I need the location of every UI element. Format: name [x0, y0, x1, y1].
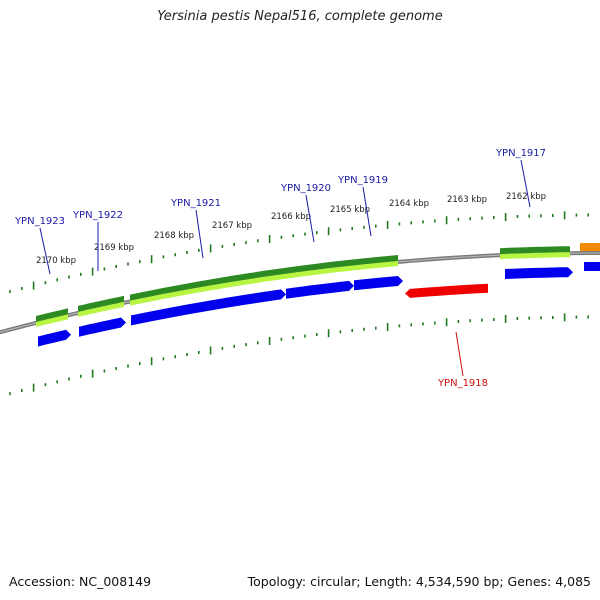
scale-label: 2166 kbp	[271, 212, 311, 222]
scale-labels: 2170 kbp 2169 kbp 2168 kbp 2167 kbp 2166 kbp…	[36, 192, 546, 266]
scale-label: 2170 kbp	[36, 256, 76, 266]
gene-labels[interactable]: YPN_1923 YPN_1922 YPN_1921 YPN_1920 YPN_1919…	[14, 148, 546, 389]
forward-gene-arrow[interactable]	[79, 317, 126, 337]
cds-light-bar[interactable]	[130, 261, 398, 306]
feature-layer[interactable]	[36, 243, 600, 347]
gene-label[interactable]: YPN_1917	[495, 148, 546, 159]
scale-ticks-reverse	[9, 313, 590, 396]
cds-light-bar[interactable]	[78, 301, 124, 317]
gene-leader-line	[455, 331, 464, 377]
forward-gene-arrow[interactable]	[354, 276, 403, 291]
cds-dark-bar[interactable]	[36, 308, 68, 322]
gene-label[interactable]: YPN_1918	[437, 378, 488, 389]
forward-gene-arrow[interactable]	[505, 267, 573, 279]
cds-dark-bar[interactable]	[78, 295, 124, 312]
scale-ticks-forward	[9, 211, 590, 294]
gene-leader-line	[362, 186, 372, 237]
gene-leader-line	[195, 209, 204, 259]
forward-gene-arrow[interactable]	[131, 289, 286, 326]
gene-label[interactable]: YPN_1922	[72, 210, 123, 221]
scale-label: 2168 kbp	[154, 231, 194, 241]
scale-label: 2162 kbp	[506, 192, 546, 202]
cds-light-bar[interactable]	[36, 314, 68, 327]
map-title: Yersinia pestis Nepal516, complete genom…	[157, 9, 443, 24]
forward-gene-arrow[interactable]	[38, 329, 71, 347]
scale-label: 2167 kbp	[212, 221, 252, 231]
reverse-gene-arrow[interactable]	[405, 283, 488, 298]
scale-label: 2164 kbp	[389, 199, 429, 209]
forward-gene-arrow[interactable]	[584, 262, 600, 272]
scale-label: 2163 kbp	[447, 195, 487, 205]
gene-label[interactable]: YPN_1923	[14, 216, 65, 227]
cds-dark-bar[interactable]	[130, 255, 398, 301]
cds-dark-bar[interactable]	[500, 246, 570, 255]
gene-label[interactable]: YPN_1921	[170, 198, 221, 209]
accession-label: Accession: NC_008149	[9, 574, 152, 589]
gene-leader-line	[39, 227, 51, 275]
forward-gene-arrow[interactable]	[286, 280, 354, 299]
cds-light-bar[interactable]	[500, 252, 570, 260]
genome-summary: Topology: circular; Length: 4,534,590 bp…	[247, 574, 591, 589]
gene-leader-line	[305, 194, 315, 243]
gene-label[interactable]: YPN_1919	[337, 175, 388, 186]
gene-leader-line	[520, 159, 531, 208]
orange-feature[interactable]	[580, 243, 600, 252]
gene-label[interactable]: YPN_1920	[280, 183, 331, 194]
scale-label: 2169 kbp	[94, 243, 134, 253]
scale-label: 2165 kbp	[330, 205, 370, 215]
